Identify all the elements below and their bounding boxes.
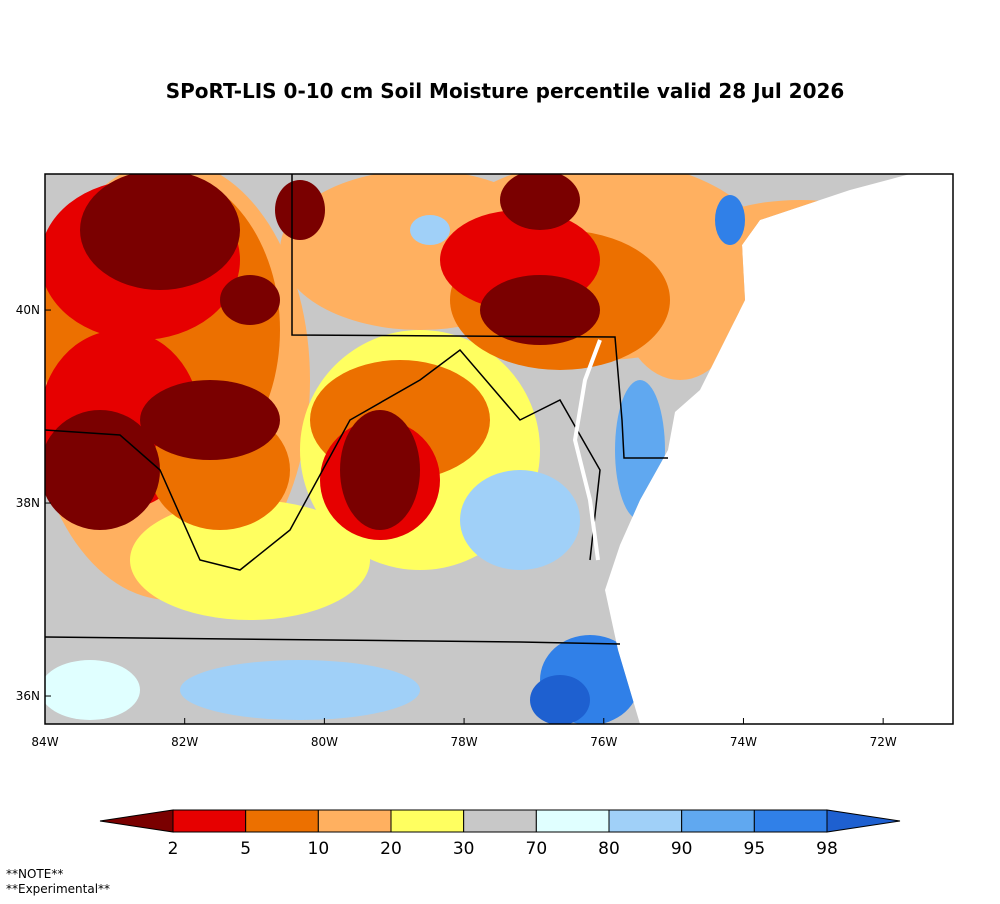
moisture-area: [140, 380, 280, 460]
x-tick-label: 82W: [171, 735, 198, 749]
colorbar-label: 5: [240, 839, 251, 859]
map-frame: [44, 173, 954, 725]
x-tick-label: 80W: [311, 735, 338, 749]
moisture-area: [130, 500, 370, 620]
moisture-field: [45, 174, 910, 724]
moisture-area: [45, 410, 160, 530]
moisture-area: [180, 660, 420, 720]
note: **Experimental**: [6, 882, 110, 896]
borders: [44, 174, 668, 645]
x-tick-label: 76W: [590, 735, 617, 749]
moisture-area: [45, 660, 140, 720]
colorbar-box: [245, 809, 319, 833]
map-title: SPoRT-LIS 0-10 cm Soil Moisture percenti…: [166, 79, 845, 103]
moisture-area: [460, 470, 580, 570]
colorbar-label: 70: [526, 839, 548, 859]
colorbar-box: [390, 809, 465, 833]
y-tick-label: 40N: [16, 303, 40, 317]
colorbar-box: [172, 809, 247, 833]
moisture-area: [410, 215, 450, 245]
colorbar-label: 95: [744, 839, 766, 859]
y-tick-label: 36N: [16, 689, 40, 703]
colorbar-label: 80: [598, 839, 620, 859]
colorbar-box: [535, 809, 610, 833]
colorbar-label: 2: [168, 839, 179, 859]
x-tick-label: 74W: [730, 735, 757, 749]
moisture-area: [530, 675, 590, 724]
colorbar-label: 90: [671, 839, 693, 859]
x-tick-label: 72W: [870, 735, 897, 749]
moisture-area: [480, 275, 600, 345]
x-tick-label: 84W: [31, 735, 58, 749]
colorbar-box: [608, 809, 683, 833]
y-tick-label: 38N: [16, 496, 40, 510]
colorbar-box: [463, 809, 537, 833]
colorbar-box: [753, 809, 828, 833]
moisture-area: [80, 174, 240, 290]
colorbar-label: 10: [308, 839, 330, 859]
colorbar-box: [317, 809, 392, 833]
moisture-area: [715, 195, 745, 245]
colorbar-box: [681, 809, 755, 833]
moisture-area: [500, 174, 580, 230]
colorbar-arrow: [99, 809, 174, 833]
moisture-area: [275, 180, 325, 240]
moisture-area: [340, 410, 420, 530]
colorbar-arrow: [826, 809, 901, 833]
colorbar-label: 20: [380, 839, 402, 859]
moisture-area: [615, 380, 665, 520]
colorbar-label: 98: [816, 839, 838, 859]
colorbar-label: 30: [453, 839, 475, 859]
moisture-area: [220, 275, 280, 325]
x-tick-label: 78W: [451, 735, 478, 749]
note: **NOTE**: [6, 867, 63, 881]
